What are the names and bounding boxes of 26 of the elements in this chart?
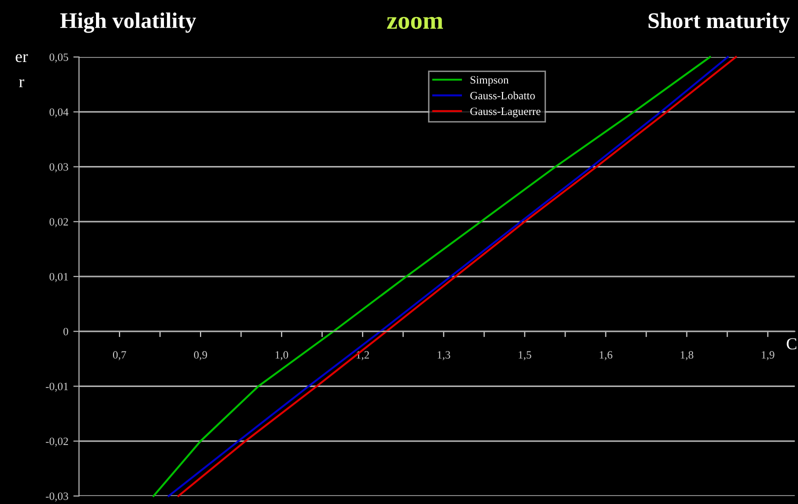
x-tick-label: 1,9 (762, 351, 774, 360)
x-tick-label: 0,7 (113, 351, 126, 360)
y-tick-label: -0,03 (46, 492, 68, 502)
chart-title: zoom (386, 16, 443, 29)
x-tick-label: 0,9 (194, 351, 208, 360)
text: Short maturity (648, 12, 790, 33)
y-tick-label: 0,02 (50, 218, 68, 228)
text: High volatility (60, 12, 196, 33)
legend-label: Gauss-Laguerre (470, 108, 540, 118)
x-tick-label: 1,8 (680, 351, 694, 360)
x-tick-label: 1,6 (600, 351, 612, 360)
x-tick-label: 1,3 (438, 351, 450, 360)
annotation: C (786, 338, 796, 350)
y-tick-label: -0,02 (46, 438, 68, 447)
y-tick-label: 0,03 (50, 163, 68, 172)
y-tick-label: 0,04 (50, 108, 68, 118)
legend-label: Gauss-Lobatto (470, 92, 535, 100)
y-tick-label: 0 (63, 328, 68, 336)
text: er (16, 54, 28, 62)
y-tick-label: -0,01 (46, 382, 68, 392)
legend-label: Simpson (470, 76, 509, 86)
x-tick-label: 1,0 (276, 351, 288, 360)
text: r (19, 79, 24, 88)
y-tick-label: 0,01 (50, 272, 68, 282)
x-tick-label: 1,5 (518, 351, 532, 360)
y-tick-label: 0,05 (50, 53, 68, 63)
